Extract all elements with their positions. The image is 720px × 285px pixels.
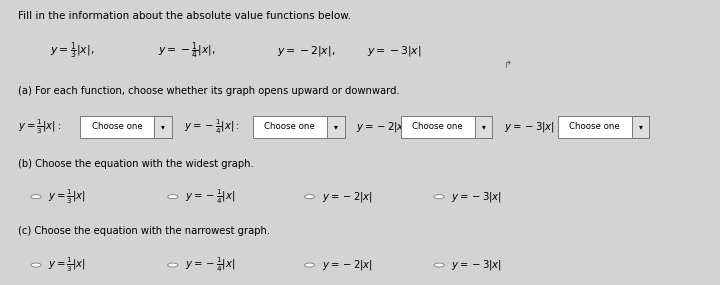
Circle shape — [168, 195, 178, 199]
Text: Choose one: Choose one — [264, 122, 315, 131]
Text: $y=-\frac{1}{4}|x|$: $y=-\frac{1}{4}|x|$ — [185, 188, 235, 206]
Text: $y=-\frac{1}{4}|x|,$: $y=-\frac{1}{4}|x|,$ — [158, 40, 216, 62]
Text: Choose one: Choose one — [91, 122, 143, 131]
Text: Choose one: Choose one — [412, 122, 463, 131]
Circle shape — [31, 263, 41, 267]
Text: $y=\frac{1}{3}|x|:$: $y=\frac{1}{3}|x|:$ — [18, 118, 61, 136]
FancyBboxPatch shape — [557, 116, 649, 138]
FancyBboxPatch shape — [400, 116, 492, 138]
Text: ▾: ▾ — [161, 122, 165, 131]
Text: $y=-2|x|,$: $y=-2|x|,$ — [277, 44, 336, 58]
Text: Fill in the information about the absolute value functions below.: Fill in the information about the absolu… — [18, 11, 351, 21]
FancyBboxPatch shape — [253, 116, 344, 138]
Text: $y=-3|x|:$: $y=-3|x|:$ — [504, 120, 560, 134]
Text: $y=-3|x|$: $y=-3|x|$ — [367, 44, 422, 58]
FancyBboxPatch shape — [327, 116, 344, 138]
Text: (c) Choose the equation with the narrowest graph.: (c) Choose the equation with the narrowe… — [18, 226, 270, 236]
Text: ▾: ▾ — [639, 122, 642, 131]
Text: $y=\frac{1}{3}|x|$: $y=\frac{1}{3}|x|$ — [48, 188, 86, 206]
Text: $y=\frac{1}{3}|x|$: $y=\frac{1}{3}|x|$ — [48, 256, 86, 274]
Circle shape — [31, 195, 41, 199]
Text: $y=\frac{1}{3}|x|,$: $y=\frac{1}{3}|x|,$ — [50, 40, 95, 62]
Text: (b) Choose the equation with the widest graph.: (b) Choose the equation with the widest … — [18, 159, 253, 169]
Text: Choose one: Choose one — [569, 122, 620, 131]
Text: $y=-2|x|:$: $y=-2|x|:$ — [356, 120, 413, 134]
Text: $y=-2|x|$: $y=-2|x|$ — [322, 190, 373, 204]
Text: $y=-\frac{1}{4}|x|$: $y=-\frac{1}{4}|x|$ — [185, 256, 235, 274]
Text: $y=-3|x|$: $y=-3|x|$ — [451, 190, 503, 204]
Text: (a) For each function, choose whether its graph opens upward or downward.: (a) For each function, choose whether it… — [18, 86, 400, 96]
Text: ▾: ▾ — [482, 122, 485, 131]
Circle shape — [305, 263, 315, 267]
Text: $y=-2|x|$: $y=-2|x|$ — [322, 258, 373, 272]
Circle shape — [434, 195, 444, 199]
FancyBboxPatch shape — [80, 116, 172, 138]
Circle shape — [168, 263, 178, 267]
Text: $y=-\frac{1}{4}|x|:$: $y=-\frac{1}{4}|x|:$ — [184, 118, 239, 136]
FancyBboxPatch shape — [475, 116, 492, 138]
Circle shape — [305, 195, 315, 199]
Text: ↱: ↱ — [503, 60, 512, 71]
Text: $y=-3|x|$: $y=-3|x|$ — [451, 258, 503, 272]
FancyBboxPatch shape — [632, 116, 649, 138]
Text: ▾: ▾ — [334, 122, 338, 131]
Circle shape — [434, 263, 444, 267]
FancyBboxPatch shape — [154, 116, 172, 138]
